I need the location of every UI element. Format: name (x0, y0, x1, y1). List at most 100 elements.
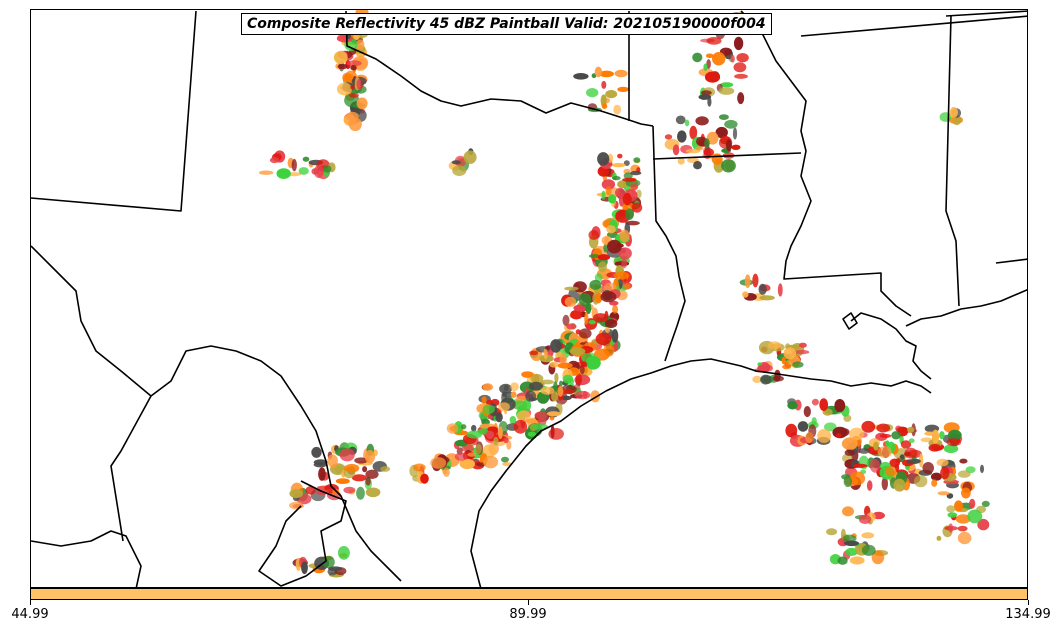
storm-blob (677, 130, 687, 143)
storm-blob (351, 474, 367, 482)
storm-blob (600, 291, 617, 303)
storm-blob (365, 469, 379, 479)
storm-blob (337, 63, 348, 70)
storm-blob (530, 373, 544, 384)
storm-blob (356, 486, 365, 500)
tx-la-border (652, 125, 686, 362)
storm-blob (684, 119, 690, 127)
storm-blob (712, 52, 726, 66)
storm-blob (969, 498, 976, 509)
storm-blob (907, 426, 915, 433)
storm-blob (466, 430, 482, 439)
storm-blob (939, 431, 945, 440)
storm-blob (498, 402, 510, 412)
storm-blob (947, 429, 962, 441)
colorbar-tick-label-2: 134.99 (1005, 607, 1051, 622)
storm-blob (611, 329, 619, 343)
storm-blob (858, 448, 870, 454)
red-river-border (345, 10, 654, 127)
storm-blob (601, 190, 606, 200)
storm-blob (313, 462, 327, 468)
colorbar-tick-label-1: 89.99 (509, 607, 547, 622)
storm-blob (454, 452, 468, 461)
storm-blob (700, 90, 712, 96)
tn-border (800, 15, 1027, 37)
storm-blob (594, 273, 603, 283)
storm-blob (346, 60, 362, 67)
storm-blob (622, 192, 632, 206)
storm-blob (811, 398, 819, 406)
storm-blob (937, 491, 950, 496)
storm-blob (946, 438, 962, 447)
storm-blob (906, 458, 921, 465)
storm-blob (305, 486, 316, 495)
texas-gulf-coast (470, 358, 932, 587)
colorbar-tick-2 (1028, 600, 1029, 605)
storm-blob (904, 447, 918, 459)
storm-blob (757, 364, 773, 373)
storm-blob (928, 444, 942, 452)
storm-blob (611, 163, 626, 168)
storm-blob (543, 348, 548, 360)
storm-blob (485, 430, 495, 440)
storm-blob (333, 50, 348, 64)
storm-blob (718, 87, 735, 95)
storm-blob (513, 400, 526, 411)
storm-blob (844, 540, 859, 547)
storm-blob (621, 258, 628, 269)
storm-blob (594, 66, 603, 78)
storm-blob (943, 444, 959, 454)
storm-blob (420, 473, 429, 484)
reflectivity-paintball-layer (258, 10, 990, 578)
storm-blob (258, 170, 274, 175)
storm-blob (805, 432, 814, 444)
storm-blob (525, 390, 537, 402)
storm-blob (301, 561, 308, 575)
storm-blob (954, 500, 963, 512)
storm-blob (732, 127, 738, 140)
louisiana-delta (850, 305, 982, 380)
colorbar-tick-0 (30, 600, 31, 605)
map-title: Composite Reflectivity 45 dBZ Paintball … (241, 13, 772, 35)
storm-blob (497, 426, 503, 439)
storm-blob (617, 180, 629, 189)
storm-blob (720, 82, 734, 88)
storm-blob (845, 547, 858, 556)
storm-blob (595, 292, 603, 304)
storm-blob (861, 544, 876, 556)
storm-blob (443, 467, 450, 477)
storm-blob (609, 300, 619, 306)
colorbar-tick-label-0: 44.99 (11, 607, 49, 622)
storm-blob (522, 399, 532, 412)
storm-blob (900, 440, 912, 449)
storm-blob (318, 467, 326, 481)
storm-blob (532, 423, 548, 430)
storm-blob (612, 305, 619, 314)
fl-panhandle (980, 258, 1027, 307)
storm-blob (718, 114, 729, 120)
lake-pontchartrain (842, 312, 858, 330)
mississippi-river (740, 10, 912, 317)
ar-la-border (652, 152, 802, 160)
storm-blob (597, 254, 611, 261)
storm-blob (705, 53, 714, 59)
storm-blob (899, 454, 905, 460)
storm-blob (557, 386, 564, 397)
storm-blob (752, 375, 762, 383)
storm-blob (335, 478, 350, 484)
storm-blob (560, 395, 572, 401)
storm-blob (879, 433, 892, 438)
storm-blob (548, 428, 564, 440)
storm-blob (606, 225, 616, 234)
storm-blob (715, 126, 728, 139)
storm-blob (725, 139, 732, 152)
storm-blob (335, 465, 344, 474)
storm-blob (948, 523, 954, 533)
storm-blob (736, 53, 749, 63)
storm-blob (463, 150, 477, 164)
storm-blob (817, 429, 832, 443)
storm-blob (608, 194, 617, 204)
storm-blob (575, 373, 583, 385)
storm-blob (348, 117, 362, 132)
storm-blob (337, 546, 350, 560)
